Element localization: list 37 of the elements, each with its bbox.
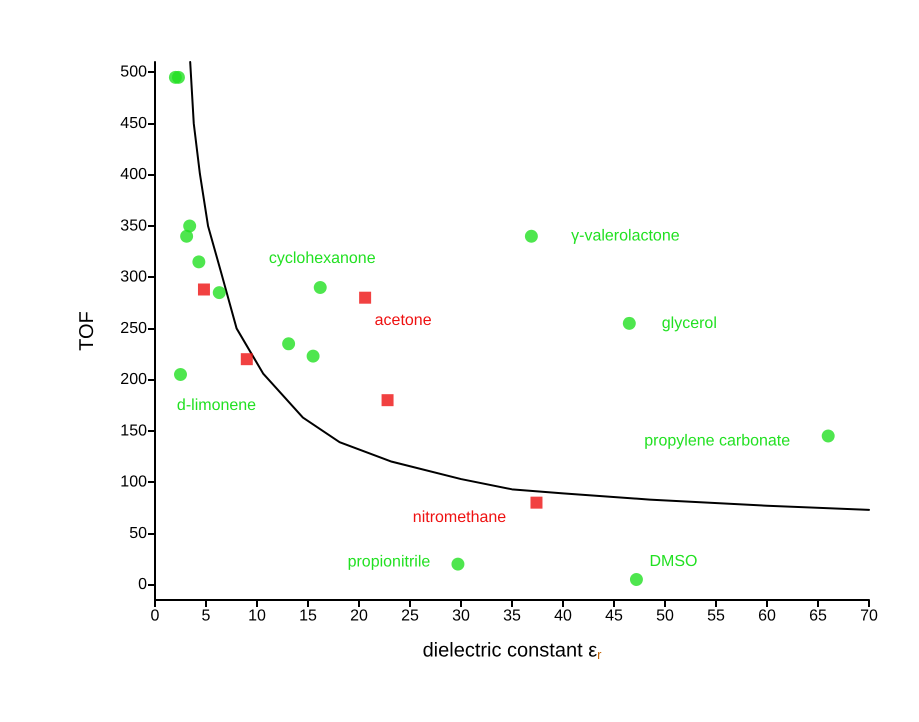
- x-tick-label: 10: [248, 608, 266, 624]
- y-axis-title: TOF: [76, 311, 98, 351]
- y-tick-label: 500: [120, 64, 148, 81]
- annotation: γ-valerolactone: [571, 228, 680, 245]
- y-tick-label: 50: [129, 524, 148, 542]
- y-tick-label: 200: [120, 371, 148, 388]
- annotation: cyclohexanone: [268, 250, 376, 267]
- x-tick-label: 25: [401, 608, 419, 624]
- x-tick-label: 50: [656, 608, 674, 624]
- x-tick-label: 40: [554, 608, 572, 624]
- y-tick-label: 400: [120, 166, 148, 184]
- y-tick-label: 250: [120, 320, 148, 337]
- y-tick-label: 150: [120, 422, 148, 440]
- x-axis-title: dielectric constant εr: [422, 640, 602, 662]
- x-tick-label: 70: [860, 608, 878, 624]
- x-tick-label: 65: [809, 608, 827, 624]
- y-tick-label: 0: [138, 576, 148, 594]
- x-tick-label: 20: [350, 608, 368, 624]
- annotation: propylene carbonate: [644, 432, 790, 450]
- x-tick-label: 5: [202, 608, 211, 624]
- x-tick-label: 35: [503, 608, 521, 624]
- x-tick-label: 55: [707, 608, 725, 624]
- annotation: nitromethane: [412, 509, 506, 526]
- x-tick-label: 15: [299, 608, 317, 624]
- annotation: glycerol: [662, 314, 717, 332]
- x-tick-label: 0: [150, 608, 160, 624]
- y-tick-label: 450: [120, 114, 148, 132]
- x-tick-label: 60: [758, 608, 776, 624]
- x-tick-label: 45: [605, 608, 623, 624]
- annotation: propionitrile: [348, 554, 430, 571]
- annotation: acetone: [374, 312, 432, 330]
- y-tick-label: 100: [120, 474, 148, 491]
- annotation: d-limonene: [176, 397, 256, 414]
- y-tick-label: 300: [120, 268, 148, 286]
- annotation: DMSO: [649, 553, 698, 570]
- y-tick-label: 350: [120, 217, 148, 234]
- x-tick-label: 30: [452, 608, 470, 624]
